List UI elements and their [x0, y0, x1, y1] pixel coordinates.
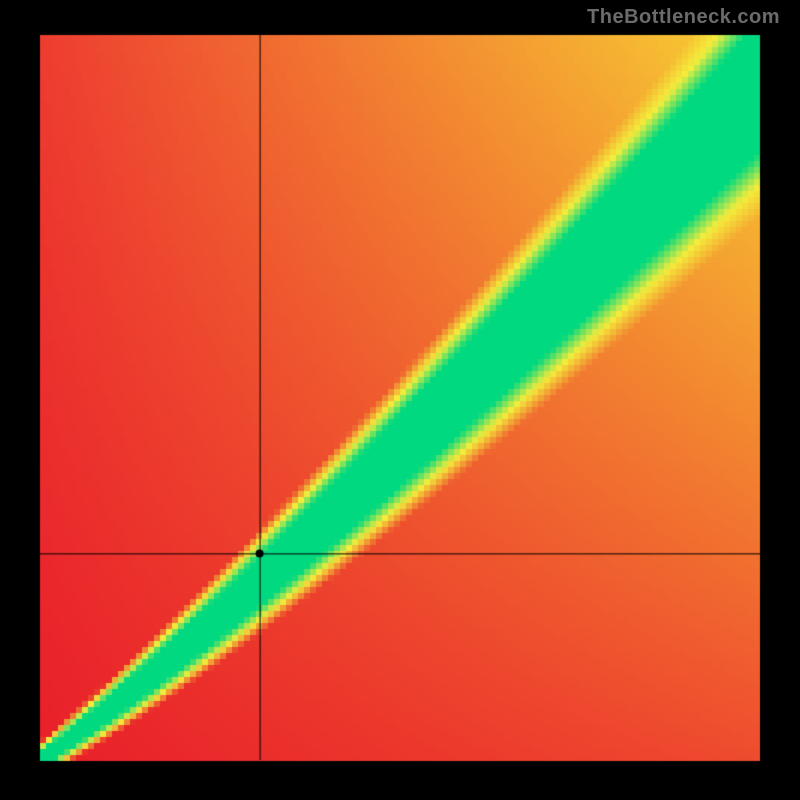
- watermark-text: TheBottleneck.com: [587, 6, 780, 29]
- bottleneck-heatmap: [0, 0, 800, 800]
